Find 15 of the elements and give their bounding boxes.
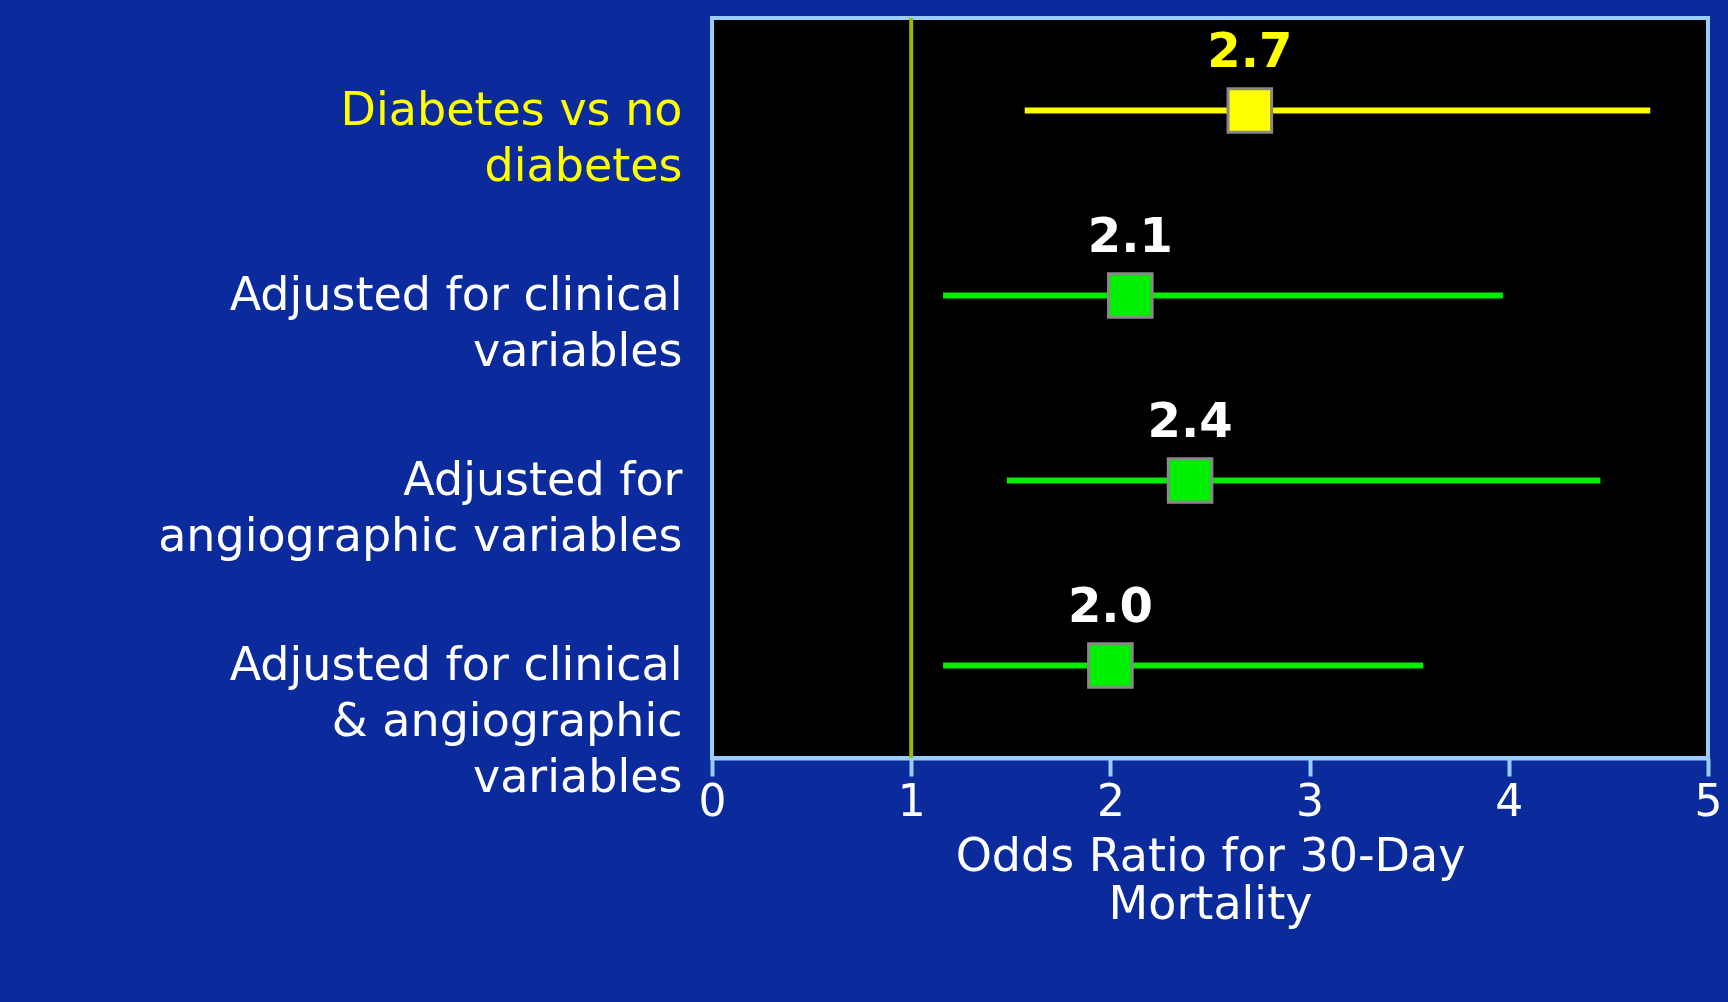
data-label: 2.4 <box>1147 391 1233 448</box>
x-tick-label: 1 <box>897 774 926 826</box>
y-tick-label: Adjusted for clinical & angiographic variables <box>229 636 683 803</box>
y-tick-label: Adjusted for angiographic variables <box>158 451 683 562</box>
y-tick-label: Adjusted for clinical variables <box>229 266 683 377</box>
x-tick-label: 2 <box>1096 774 1125 826</box>
data-label: 2.0 <box>1067 576 1153 633</box>
y-tick-label: Diabetes vs no diabetes <box>340 81 683 192</box>
x-tick-label: 5 <box>1694 774 1723 826</box>
data-label: 2.1 <box>1087 206 1173 263</box>
x-axis-title: Odds Ratio for 30-Day Mortality <box>955 827 1466 930</box>
data-label: 2.7 <box>1207 21 1293 78</box>
x-tick-label: 3 <box>1296 774 1325 826</box>
x-tick-label: 4 <box>1495 774 1524 826</box>
x-tick-label: 0 <box>698 774 727 826</box>
